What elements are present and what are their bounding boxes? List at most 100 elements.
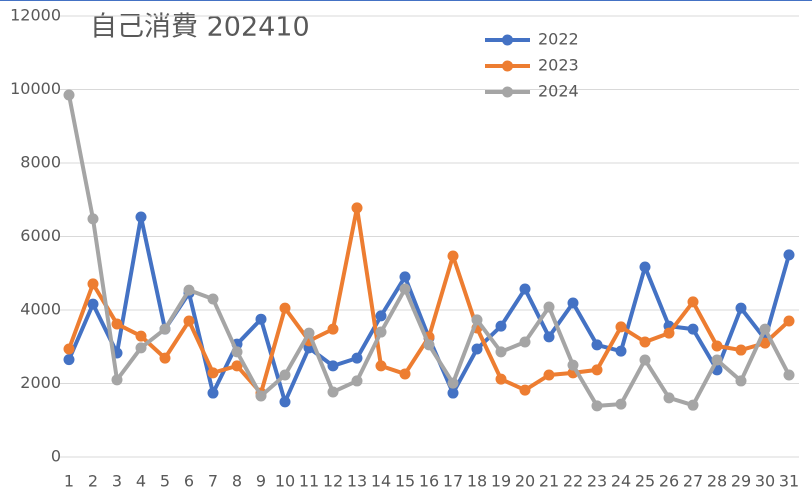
point xyxy=(495,373,507,385)
point xyxy=(639,261,651,273)
point xyxy=(447,377,459,389)
point xyxy=(279,302,291,314)
legend-label: 2024 xyxy=(538,82,579,101)
point xyxy=(711,340,723,352)
point xyxy=(111,374,123,386)
point xyxy=(543,331,555,343)
point xyxy=(471,314,483,326)
point xyxy=(471,343,483,355)
point xyxy=(759,337,771,349)
point xyxy=(135,211,147,223)
point xyxy=(63,343,75,355)
point xyxy=(567,297,579,309)
point xyxy=(711,354,723,366)
point xyxy=(639,354,651,366)
point xyxy=(87,298,99,310)
point xyxy=(783,315,795,327)
y-tick-label: 4000 xyxy=(20,300,61,319)
x-tick-label: 12 xyxy=(323,472,343,491)
point xyxy=(567,359,579,371)
legend-marker xyxy=(502,60,513,72)
x-tick-label: 24 xyxy=(611,472,631,491)
x-tick-label: 14 xyxy=(371,472,391,491)
point xyxy=(87,213,99,225)
point xyxy=(735,344,747,356)
point xyxy=(159,352,171,364)
point xyxy=(663,327,675,339)
point xyxy=(615,345,627,357)
point xyxy=(351,352,363,364)
y-tick-label: 8000 xyxy=(20,153,61,172)
point xyxy=(207,367,219,379)
x-tick-label: 26 xyxy=(659,472,679,491)
y-tick-label: 12000 xyxy=(10,6,61,25)
point xyxy=(495,320,507,332)
point xyxy=(591,400,603,412)
point xyxy=(351,202,363,214)
x-tick-label: 10 xyxy=(275,472,295,491)
point xyxy=(111,318,123,330)
x-tick-label: 22 xyxy=(563,472,583,491)
point xyxy=(735,302,747,314)
point xyxy=(543,301,555,313)
point xyxy=(519,283,531,295)
point xyxy=(399,271,411,283)
point xyxy=(687,399,699,411)
x-tick-label: 5 xyxy=(160,472,170,491)
point xyxy=(591,339,603,351)
legend-label: 2023 xyxy=(538,56,579,75)
point xyxy=(519,336,531,348)
x-tick-label: 8 xyxy=(232,472,242,491)
point xyxy=(375,360,387,372)
point xyxy=(399,368,411,380)
x-tick-label: 16 xyxy=(419,472,439,491)
x-tick-label: 20 xyxy=(515,472,535,491)
point xyxy=(231,346,243,358)
point xyxy=(783,369,795,381)
legend-label: 2022 xyxy=(538,30,579,49)
point xyxy=(615,321,627,333)
x-tick-label: 31 xyxy=(779,472,799,491)
point xyxy=(87,278,99,290)
x-tick-label: 4 xyxy=(136,472,146,491)
x-tick-label: 18 xyxy=(467,472,487,491)
y-tick-label: 6000 xyxy=(20,226,61,245)
point xyxy=(735,375,747,387)
point xyxy=(495,346,507,358)
x-tick-label: 7 xyxy=(208,472,218,491)
point xyxy=(135,330,147,342)
point xyxy=(399,283,411,295)
point xyxy=(759,323,771,335)
legend-marker xyxy=(502,86,513,98)
point xyxy=(663,392,675,404)
x-tick-label: 25 xyxy=(635,472,655,491)
point xyxy=(543,369,555,381)
point xyxy=(231,360,243,372)
x-tick-label: 6 xyxy=(184,472,194,491)
point xyxy=(159,323,171,335)
x-tick-label: 27 xyxy=(683,472,703,491)
x-tick-label: 2 xyxy=(88,472,98,491)
point xyxy=(687,296,699,308)
point xyxy=(303,327,315,339)
x-tick-label: 13 xyxy=(347,472,367,491)
x-tick-label: 1 xyxy=(64,472,74,491)
point xyxy=(615,398,627,410)
x-tick-label: 3 xyxy=(112,472,122,491)
point xyxy=(447,387,459,399)
x-tick-label: 21 xyxy=(539,472,559,491)
chart-title: 自己消費 202410 xyxy=(90,12,310,43)
x-tick-label: 29 xyxy=(731,472,751,491)
x-tick-label: 19 xyxy=(491,472,511,491)
point xyxy=(63,354,75,366)
point xyxy=(639,336,651,348)
point xyxy=(375,326,387,338)
point xyxy=(327,360,339,372)
point xyxy=(207,387,219,399)
y-tick-label: 10000 xyxy=(10,79,61,98)
x-tick-label: 11 xyxy=(299,472,319,491)
point xyxy=(375,310,387,322)
